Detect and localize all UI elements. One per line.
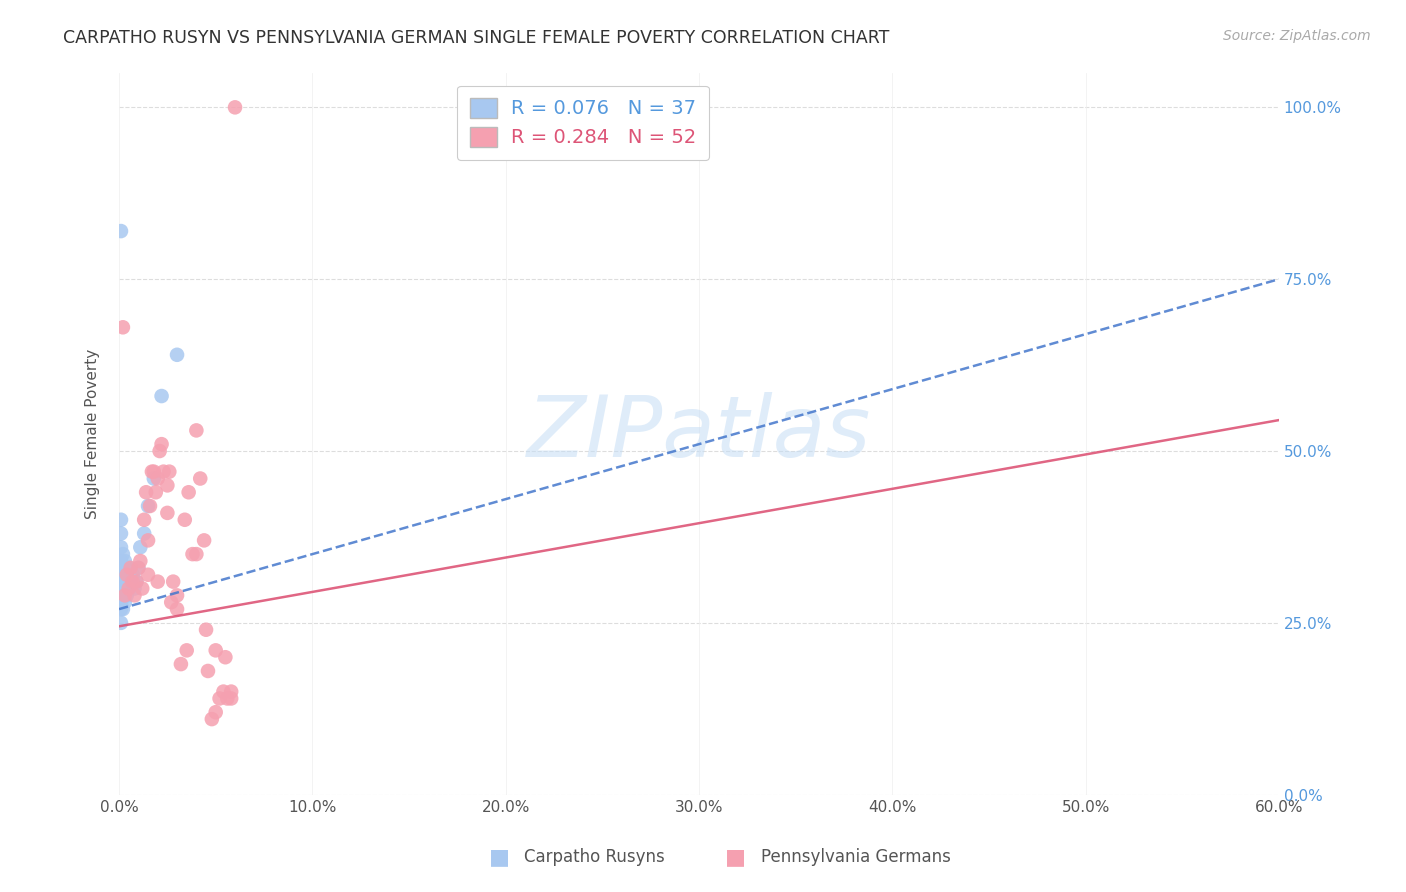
Point: [136, 533, 159, 548]
Point: [135, 485, 157, 500]
Point: [149, 444, 172, 458]
Point: [188, 471, 211, 485]
Point: [110, 567, 132, 582]
Point: [114, 582, 136, 596]
Point: [150, 389, 173, 403]
Y-axis label: Single Female Poverty: Single Female Poverty: [86, 349, 100, 519]
Point: [136, 567, 159, 582]
Point: [193, 533, 215, 548]
Point: [110, 615, 132, 630]
Point: [186, 547, 208, 561]
Point: [173, 513, 195, 527]
Point: [110, 588, 132, 602]
Point: [195, 623, 218, 637]
Point: [118, 582, 141, 596]
Point: [110, 595, 132, 609]
Text: ■: ■: [725, 847, 745, 867]
Legend: R = 0.076   N = 37, R = 0.284   N = 52: R = 0.076 N = 37, R = 0.284 N = 52: [457, 86, 709, 160]
Point: [214, 650, 236, 665]
Point: [142, 471, 165, 485]
Point: [145, 485, 167, 500]
Point: [111, 547, 134, 561]
Point: [160, 595, 183, 609]
Point: [110, 574, 132, 589]
Point: [156, 506, 179, 520]
Point: [152, 465, 174, 479]
Point: [111, 574, 134, 589]
Point: [125, 574, 148, 589]
Point: [115, 567, 138, 582]
Point: [134, 513, 156, 527]
Point: [120, 561, 142, 575]
Point: [177, 485, 200, 500]
Point: [131, 582, 153, 596]
Point: [224, 100, 246, 114]
Point: [125, 574, 148, 589]
Point: [111, 561, 134, 575]
Point: [110, 541, 132, 555]
Point: [114, 588, 136, 602]
Point: [134, 526, 156, 541]
Point: [166, 348, 188, 362]
Point: [127, 561, 149, 575]
Point: [141, 465, 163, 479]
Point: [201, 712, 224, 726]
Point: [115, 567, 138, 582]
Point: [181, 547, 204, 561]
Point: [204, 705, 226, 719]
Point: [110, 602, 132, 616]
Point: [110, 224, 132, 238]
Point: [114, 595, 136, 609]
Text: ■: ■: [489, 847, 509, 867]
Point: [166, 602, 188, 616]
Text: Source: ZipAtlas.com: Source: ZipAtlas.com: [1223, 29, 1371, 44]
Point: [208, 691, 231, 706]
Point: [120, 574, 142, 589]
Point: [156, 478, 179, 492]
Point: [142, 465, 165, 479]
Point: [150, 437, 173, 451]
Point: [111, 320, 134, 334]
Point: [139, 499, 162, 513]
Point: [121, 567, 143, 582]
Text: CARPATHO RUSYN VS PENNSYLVANIA GERMAN SINGLE FEMALE POVERTY CORRELATION CHART: CARPATHO RUSYN VS PENNSYLVANIA GERMAN SI…: [63, 29, 890, 47]
Point: [124, 588, 146, 602]
Point: [111, 602, 134, 616]
Point: [129, 554, 152, 568]
Point: [186, 424, 208, 438]
Point: [110, 554, 132, 568]
Point: [115, 588, 138, 602]
Point: [176, 643, 198, 657]
Point: [146, 574, 169, 589]
Point: [110, 526, 132, 541]
Point: [127, 561, 149, 575]
Point: [111, 588, 134, 602]
Point: [136, 499, 159, 513]
Point: [170, 657, 193, 672]
Point: [129, 541, 152, 555]
Point: [162, 574, 184, 589]
Point: [110, 513, 132, 527]
Point: [197, 664, 219, 678]
Point: [219, 684, 242, 698]
Point: [124, 582, 146, 596]
Point: [121, 574, 143, 589]
Point: [118, 561, 141, 575]
Point: [157, 465, 180, 479]
Text: Pennsylvania Germans: Pennsylvania Germans: [761, 847, 950, 865]
Text: Carpatho Rusyns: Carpatho Rusyns: [524, 847, 665, 865]
Point: [118, 582, 141, 596]
Point: [114, 554, 136, 568]
Point: [146, 471, 169, 485]
Point: [110, 582, 132, 596]
Point: [217, 691, 239, 706]
Point: [166, 588, 188, 602]
Point: [204, 643, 226, 657]
Point: [110, 561, 132, 575]
Point: [219, 691, 242, 706]
Text: ZIPatlas: ZIPatlas: [527, 392, 872, 475]
Point: [212, 684, 235, 698]
Point: [114, 567, 136, 582]
